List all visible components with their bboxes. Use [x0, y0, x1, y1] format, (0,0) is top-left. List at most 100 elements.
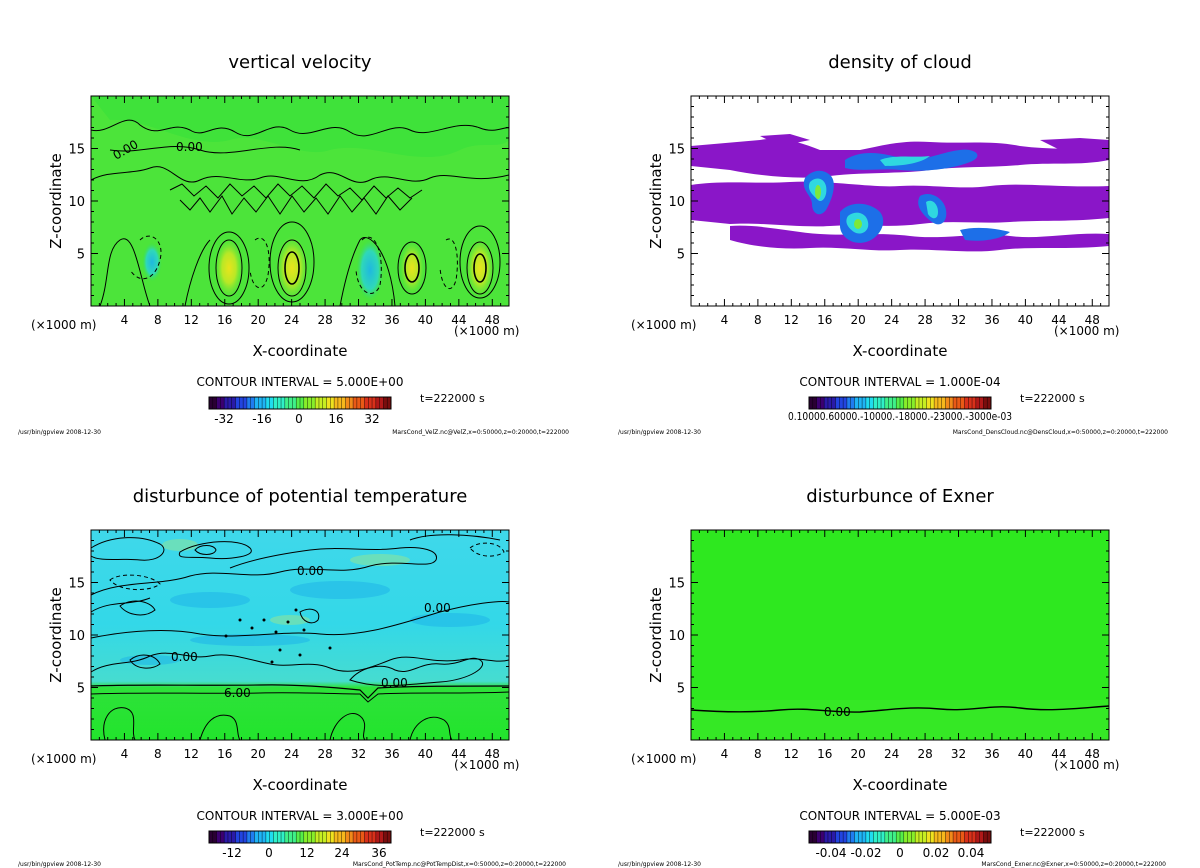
colorbar-cell	[945, 831, 950, 843]
colorbar-cell	[353, 397, 358, 409]
colorbar-cell	[262, 831, 267, 843]
colorbar-cell	[934, 397, 939, 409]
colorbar-cell	[292, 397, 297, 409]
colorbar-cell	[383, 397, 388, 409]
x-unit-right: (×1000 m)	[454, 758, 519, 772]
panel-exner: disturbunce of Exner 0.00 4 8 12 16 20 24 28 32…	[618, 486, 1166, 868]
colorbar-tick: 0	[896, 846, 904, 860]
colorbar-cell	[345, 831, 350, 843]
colorbar-tick: 16	[328, 412, 343, 426]
colorbar-cell	[334, 397, 339, 409]
colorbar-cell	[926, 397, 931, 409]
colorbar-cell	[812, 397, 817, 409]
colorbar-cell	[303, 831, 308, 843]
contour-label: 6.00	[224, 686, 251, 700]
x-tick-label: 44	[451, 313, 466, 327]
x-tick-label: 32	[951, 747, 966, 761]
colorbar-cell	[975, 831, 981, 843]
colorbar-cell	[869, 397, 874, 409]
colorbar-tick: -32	[214, 412, 234, 426]
colorbar-cell	[254, 397, 259, 409]
colorbar-cell	[934, 831, 939, 843]
plot-area: 0.00 0.00	[90, 95, 510, 307]
colorbar-cell	[937, 397, 943, 409]
contour-label: 0.00	[176, 140, 203, 154]
colorbar	[208, 396, 392, 410]
y-tick-label: 15	[68, 143, 85, 158]
plot-area: 0.00 0.00 0.00 0.00 6.00	[90, 529, 510, 741]
colorbar-tick: 32	[364, 412, 379, 426]
contour-label: 0.00	[824, 705, 851, 719]
colorbar-cell	[835, 397, 840, 409]
colorbar-cell	[307, 831, 312, 843]
colorbar-cell	[900, 397, 905, 409]
colorbar-cell	[254, 831, 259, 843]
colorbar-cell	[968, 397, 973, 409]
colorbar	[808, 396, 992, 410]
colorbar-cell	[983, 397, 988, 409]
colorbar-cell	[915, 831, 920, 843]
colorbar-cell	[846, 831, 852, 843]
colorbar-cell	[318, 397, 324, 409]
colorbar-tick: 0.04	[958, 846, 985, 860]
colorbar-cell	[307, 397, 312, 409]
x-tick-label: 16	[217, 313, 232, 327]
colorbar	[208, 830, 392, 844]
colorbar-cell	[881, 831, 886, 843]
colorbar-cell	[288, 831, 293, 843]
x-tick-label: 32	[351, 313, 366, 327]
colorbar-cell	[356, 831, 362, 843]
colorbar-tick: -0.02	[850, 846, 881, 860]
colorbar-cell	[224, 831, 229, 843]
colorbar-cell	[315, 831, 320, 843]
colorbar-cell	[869, 831, 874, 843]
colorbar-cell	[884, 397, 890, 409]
x-tick-label: 24	[884, 747, 899, 761]
colorbar-cell	[820, 397, 825, 409]
colorbar-cell	[292, 831, 297, 843]
colorbar-cell	[265, 831, 271, 843]
colorbar-cell	[258, 831, 263, 843]
colorbar-cell	[941, 397, 946, 409]
colorbar-cell	[360, 831, 365, 843]
x-tick-label: 44	[1051, 313, 1066, 327]
x-unit-left: (×1000 m)	[31, 752, 96, 766]
x-tick-label: 40	[418, 747, 433, 761]
colorbar-cell	[881, 397, 886, 409]
x-tick-label: 8	[754, 313, 762, 327]
colorbar-cell	[900, 831, 905, 843]
x-tick-label: 24	[284, 313, 299, 327]
panel-potential-temperature: disturbunce of potential temperature	[18, 486, 566, 868]
contour-interval: CONTOUR INTERVAL = 5.000E+00	[197, 375, 404, 389]
y-axis-label: Z-coordinate	[47, 153, 65, 248]
colorbar-cell	[258, 397, 263, 409]
y-tick-label: 15	[668, 577, 685, 592]
colorbar-cell	[896, 831, 901, 843]
colorbar-cell	[873, 831, 878, 843]
colorbar-cell	[379, 831, 384, 843]
panel-density-of-cloud: density of cloud	[618, 52, 1168, 436]
colorbar-cell	[903, 831, 908, 843]
colorbar-cell	[281, 397, 286, 409]
colorbar-cell	[960, 397, 965, 409]
x-tick-label: 8	[154, 747, 162, 761]
x-tick-label: 48	[485, 747, 500, 761]
colorbar-cell	[858, 397, 863, 409]
colorbar-cell	[816, 397, 821, 409]
colorbar-cell	[281, 831, 286, 843]
x-axis-label: X-coordinate	[253, 776, 348, 794]
colorbar-cell	[964, 831, 969, 843]
colorbar-cell	[227, 831, 233, 843]
colorbar-cell	[945, 397, 950, 409]
colorbar-cell	[330, 831, 335, 843]
x-tick-label: 48	[485, 313, 500, 327]
colorbar-cell	[873, 397, 878, 409]
contour-label: 0.00	[171, 650, 198, 664]
x-tick-label: 28	[917, 747, 932, 761]
y-axis-label: Z-coordinate	[647, 587, 665, 682]
colorbar-cell	[896, 397, 901, 409]
colorbar-cell	[809, 831, 814, 843]
x-tick-label: 16	[817, 747, 832, 761]
x-tick-label: 32	[951, 313, 966, 327]
footer-left: /usr/bin/gpview 2008-12-30	[618, 429, 701, 436]
